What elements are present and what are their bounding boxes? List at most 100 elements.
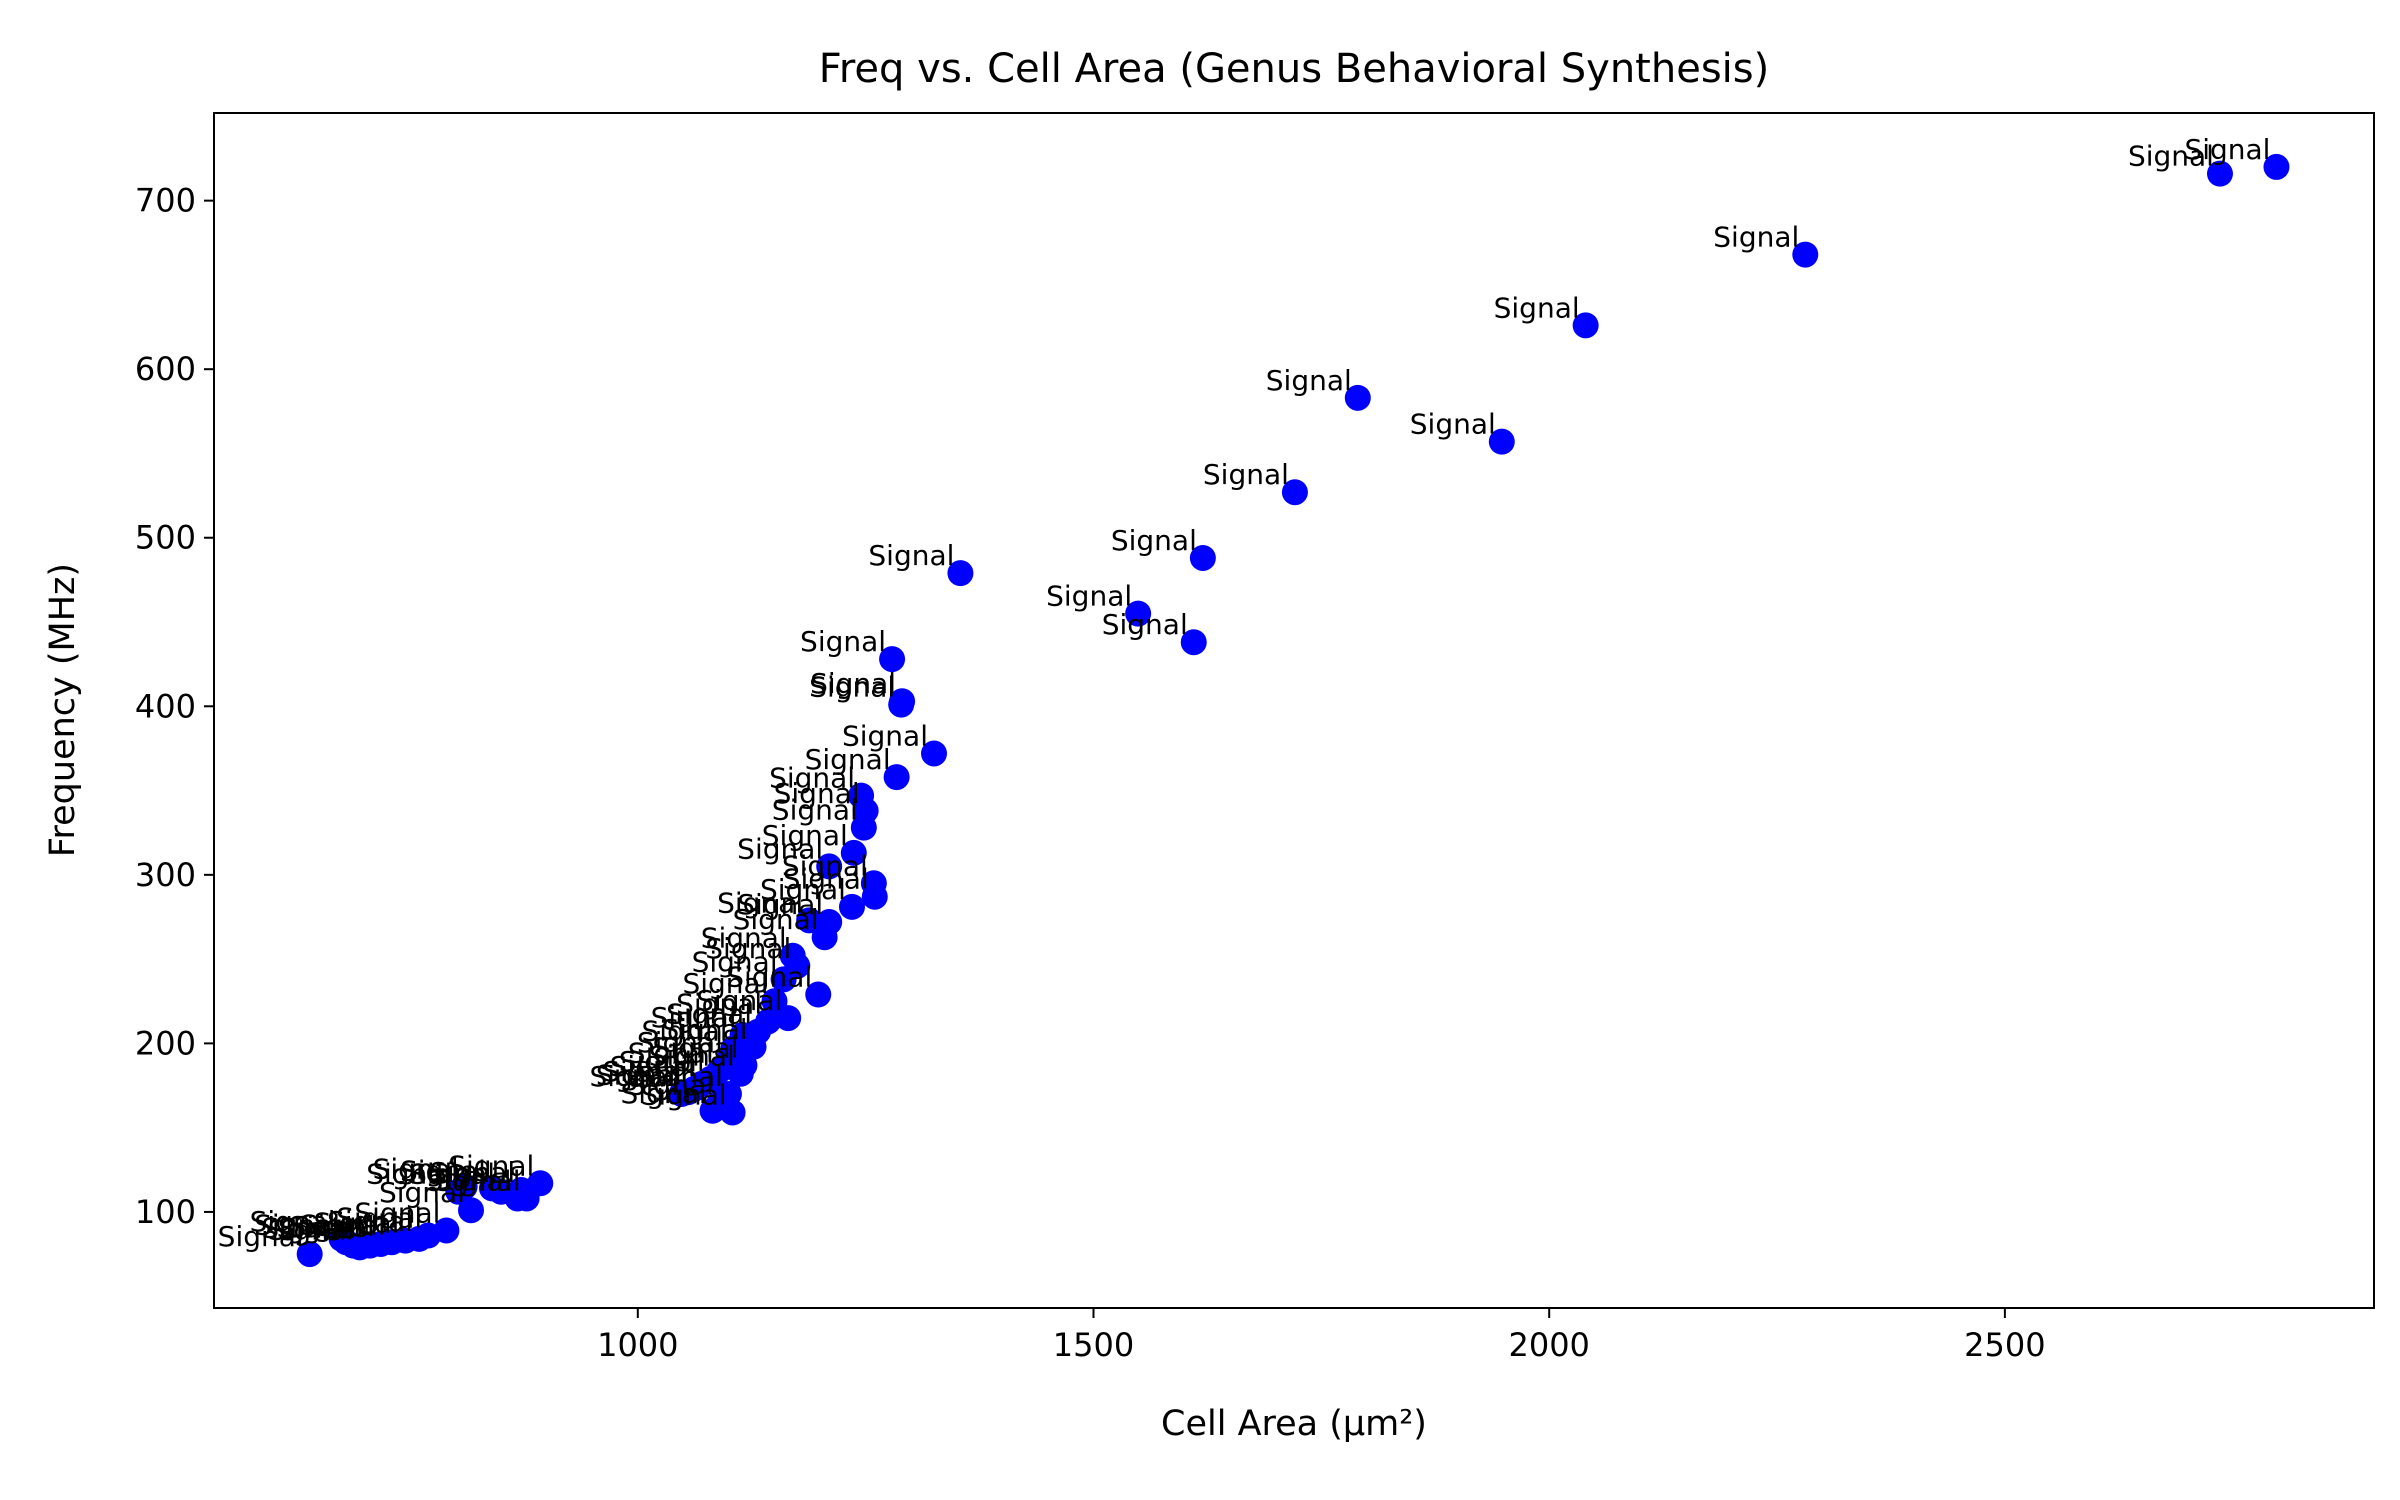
data-point [838,893,865,920]
data-point [513,1185,540,1212]
data-point [770,966,797,993]
data-point [921,740,947,767]
point-label: Signal [682,967,768,1000]
data-point [458,1197,485,1224]
point-label: Signal [289,1210,375,1243]
point-label: Signal [250,1205,336,1238]
point-label: Signal [782,849,868,882]
y-tick-label: 600 [135,350,196,388]
y-tick-label: 300 [135,856,196,894]
data-point [796,907,823,934]
point-label: Signal [1494,291,1580,324]
point-label: Signal [425,1164,511,1197]
x-tick-label: 2500 [1964,1326,2045,1364]
point-label: Signal [1713,221,1799,254]
point-label: Signal [800,625,886,658]
point-label: Signal [268,1213,354,1246]
x-axis-title: Cell Area (μm²) [1161,1404,1427,1444]
point-label: Signal [628,1036,714,1069]
point-label: Signal [313,1207,399,1240]
point-label: Signal [336,1202,422,1235]
point-label: Signal [1111,524,1197,557]
point-label: Signal [637,1026,723,1059]
data-point [1189,544,1216,571]
point-label: Signal [1203,458,1289,491]
point-label: Signal [762,819,848,852]
point-label: Signal [596,1058,682,1091]
point-label: Signal [805,743,891,776]
point-label: Signal [300,1208,386,1241]
data-point [888,691,915,718]
data-point [478,1175,505,1202]
x-tick-label: 1500 [1053,1326,1134,1364]
point-label: Signal [810,667,896,700]
point-label: Signal [649,1040,735,1073]
point-label: Signal [637,1060,723,1093]
point-label: Signal [692,945,778,978]
data-point [850,814,877,841]
point-label: Signal [379,1176,465,1209]
point-label: Signal [774,777,860,810]
data-point [1344,384,1371,411]
data-point [775,1005,802,1032]
point-label: Signal [373,1153,459,1186]
point-labels: SignalSignalSignalSignalSignalSignalSign… [218,133,2271,1253]
y-tick-label: 400 [135,687,196,725]
point-label: Signal [590,1060,676,1093]
point-label: Signal [435,1164,521,1197]
x-tick-label: 1000 [597,1326,678,1364]
y-tick-label: 100 [135,1193,196,1231]
point-label: Signal [769,762,855,795]
data-point [668,1080,695,1107]
point-label: Signal [278,1212,364,1245]
y-tick-label: 500 [135,519,196,557]
y-tick-label: 200 [135,1024,196,1062]
data-point [2263,153,2290,180]
data-point [805,981,832,1008]
point-label: Signal [354,1196,440,1229]
point-label: Signal [717,886,803,919]
data-point [699,1097,726,1124]
point-label: Signal [261,1212,347,1245]
point-label: Signal [610,1050,696,1083]
point-label: Signal [842,719,928,752]
data-point [445,1178,472,1205]
data-point [1488,428,1515,455]
data-point [947,560,974,587]
data-point [883,764,910,791]
point-label: Signal [327,1205,413,1238]
point-label: Signal [662,1013,748,1046]
point-label: Signal [701,922,787,955]
y-tick-label: 700 [135,182,196,220]
point-label: Signal [400,1154,486,1187]
data-point [296,1241,323,1268]
point-label: Signal [652,1031,738,1064]
point-label: Signal [1102,608,1188,641]
data-point [328,1225,355,1252]
point-label: Signal [619,1045,705,1078]
point-label: Signal [2184,133,2270,166]
plot-frame [213,112,2375,1309]
data-point [1180,629,1207,656]
point-label: Signal [1266,364,1352,397]
point-label: Signal [772,794,858,827]
data-point [727,1060,754,1087]
point-label: Signal [676,987,762,1020]
data-point [816,853,843,880]
data-points [296,153,2290,1268]
point-label: Signal [651,1001,737,1034]
data-point [811,924,838,951]
point-label: Signal [448,1149,534,1182]
data-point [1281,479,1308,506]
point-label: Signal [737,832,823,865]
point-label: Signal [1410,408,1496,441]
point-label: Signal [628,1068,714,1101]
point-label: Signal [783,863,869,896]
point-label: Signal [737,888,823,921]
point-label: Signal [868,539,954,572]
data-point [1572,312,1599,339]
point-label: Signal [726,961,812,994]
x-tick-label: 2000 [1508,1326,1589,1364]
